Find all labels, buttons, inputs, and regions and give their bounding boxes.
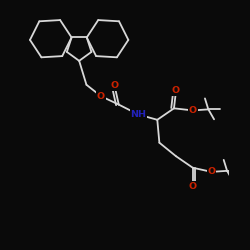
- Text: O: O: [189, 106, 197, 115]
- Text: O: O: [172, 86, 180, 95]
- Text: NH: NH: [130, 110, 146, 119]
- Text: O: O: [208, 168, 216, 176]
- Text: O: O: [110, 81, 119, 90]
- Text: O: O: [97, 92, 105, 101]
- Text: O: O: [189, 182, 197, 191]
